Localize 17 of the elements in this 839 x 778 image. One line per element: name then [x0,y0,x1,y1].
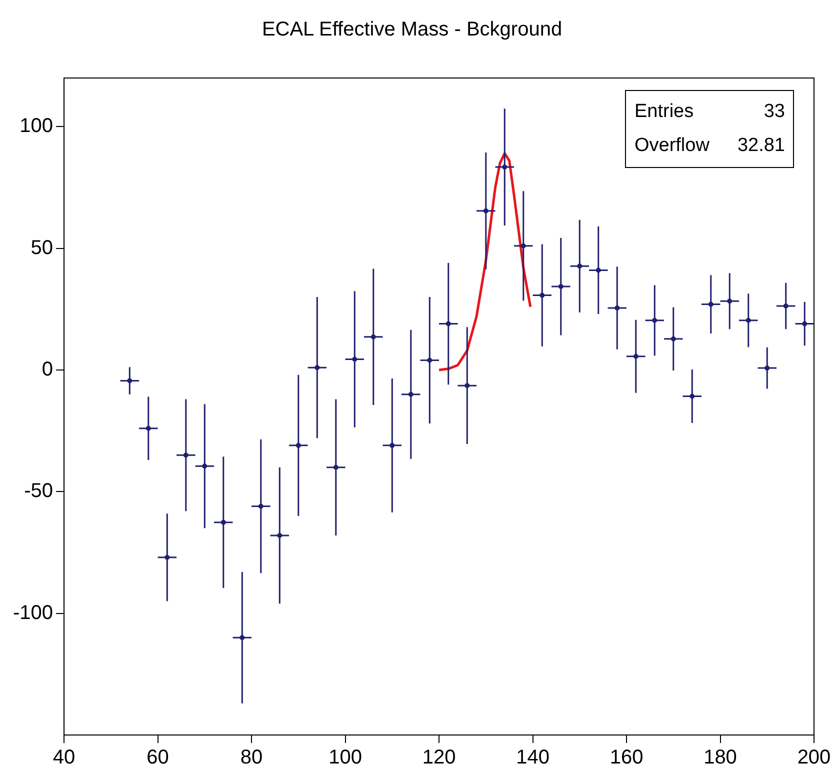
x-tick-label: 160 [610,746,644,769]
y-tick-label: 100 [20,115,54,138]
y-tick-label: -100 [13,602,54,624]
x-tick-label: 140 [516,746,550,769]
text: Entries 33 [634,101,785,122]
x-tick-label: 120 [422,746,456,769]
y-tick-label: 50 [30,236,54,259]
x-tick-label: 200 [797,746,831,769]
y-tick-label: -50 [24,480,54,502]
x-tick-label: 80 [240,746,263,769]
x-tick-label: 40 [52,746,76,769]
y-tick-label: 0 [42,358,54,381]
chart-title: ECAL Effective Mass - Bckground [262,18,562,41]
text: Overflow 32.81 [634,135,785,156]
x-tick-label: 60 [146,746,169,769]
x-tick-label: 100 [328,746,362,769]
x-tick-label: 180 [704,746,737,769]
